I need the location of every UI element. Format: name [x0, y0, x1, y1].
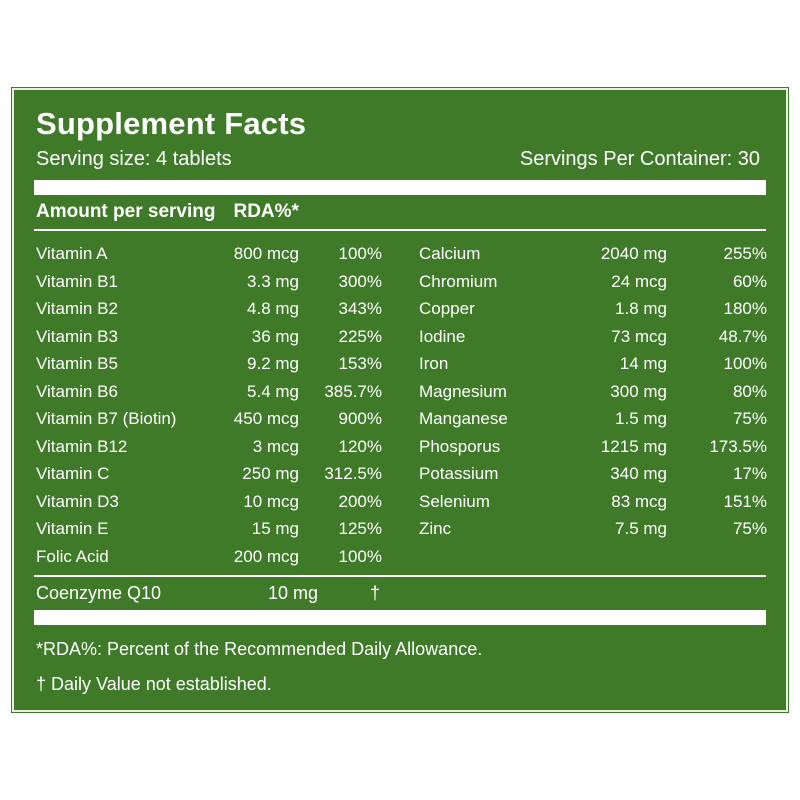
mineral-rda: 48.7% [718, 326, 767, 346]
mineral-amount: 14 mg [619, 354, 667, 373]
supplement-facts-panel: Supplement Facts Serving size: 4 tablets… [12, 88, 788, 712]
vitamin-amount: 3 mcg [252, 436, 299, 456]
mineral-amount: 1.5 mg [615, 409, 667, 428]
mineral-amount: 73 mcg [611, 326, 667, 346]
footnote-rda: *RDA%: Percent of the Recommended Daily … [36, 639, 483, 659]
mineral-rda: 75% [732, 409, 767, 428]
mineral-rda: 255% [723, 244, 767, 263]
vitamin-amount: 3.3 mg [247, 271, 299, 291]
mineral-rda: 75% [732, 519, 767, 538]
divider-thick-top [34, 180, 766, 195]
mineral-rda: 180% [723, 299, 767, 318]
vitamin-name: Vitamin B3 [36, 326, 118, 346]
divider-under-header [34, 229, 766, 231]
mineral-rda: 80% [732, 381, 767, 401]
vitamin-amount: 250 mg [242, 464, 299, 483]
mineral-amount: 2040 mg [600, 244, 667, 263]
vitamin-amount: 200 mcg [233, 546, 299, 566]
mineral-rda: 173.5% [709, 436, 767, 456]
vitamin-rda: 120% [338, 436, 382, 456]
mineral-name: Potassium [419, 464, 499, 483]
vitamin-rda: 153% [338, 354, 382, 373]
vitamin-rda: 225% [338, 326, 382, 346]
divider-thick-bottom [34, 610, 766, 625]
vitamin-amount: 10 mcg [243, 491, 299, 511]
mineral-name: Iodine [419, 326, 466, 346]
vitamin-amount: 450 mcg [233, 409, 299, 428]
mineral-name: Phosporus [419, 436, 501, 456]
serving-size: Serving size: 4 tablets [36, 148, 232, 170]
vitamin-name: Vitamin D3 [36, 491, 119, 511]
mineral-rda: 17% [732, 464, 767, 483]
mineral-rda: 151% [723, 491, 767, 511]
vitamin-name: Vitamin B5 [36, 354, 118, 373]
mineral-amount: 1215 mg [600, 436, 667, 456]
vitamin-rda: 343% [338, 299, 382, 318]
amount-per-serving-label: Amount per serving [36, 201, 216, 222]
footnote-dagger: † Daily Value not established. [36, 674, 272, 694]
mineral-name: Manganese [419, 409, 508, 428]
mineral-name: Copper [419, 299, 475, 318]
vitamin-name: Vitamin B12 [36, 436, 128, 456]
panel-title: Supplement Facts [36, 106, 307, 141]
mineral-rda: 100% [723, 354, 767, 373]
vitamin-amount: 800 mcg [233, 244, 299, 263]
vitamin-amount: 15 mg [251, 519, 299, 538]
vitamin-rda: 312.5% [324, 464, 382, 483]
vitamin-rda: 100% [338, 244, 382, 263]
mineral-amount: 7.5 mg [615, 519, 667, 538]
vitamin-amount: 36 mg [251, 326, 299, 346]
vitamin-name: Vitamin E [36, 519, 109, 538]
mineral-name: Zinc [419, 519, 452, 538]
vitamin-name: Vitamin B2 [36, 299, 118, 318]
servings-per-container: Servings Per Container: 30 [519, 148, 760, 170]
vitamin-name: Vitamin C [36, 464, 110, 483]
vitamin-rda: 300% [338, 271, 382, 291]
vitamin-rda: 900% [338, 409, 382, 428]
mineral-amount: 1.8 mg [615, 299, 667, 318]
mineral-amount: 83 mcg [611, 491, 667, 511]
vitamin-rda: 125% [338, 519, 382, 538]
mineral-name: Selenium [419, 491, 490, 511]
vitamin-name: Folic Acid [36, 546, 109, 566]
vitamin-name: Vitamin B6 [36, 381, 118, 401]
coq10-name: Coenzyme Q10 [36, 583, 162, 603]
mineral-amount: 24 mcg [611, 271, 667, 291]
coq10-mark: † [370, 583, 381, 603]
divider-above-coq10 [34, 575, 766, 577]
vitamin-rda: 200% [338, 491, 382, 511]
mineral-name: Chromium [419, 271, 498, 291]
rda-header-label: RDA%* [233, 201, 299, 222]
mineral-name: Calcium [419, 244, 481, 263]
vitamin-name: Vitamin B1 [36, 271, 118, 291]
vitamin-rda: 100% [338, 546, 382, 566]
mineral-name: Iron [419, 354, 449, 373]
vitamin-amount: 4.8 mg [247, 299, 299, 318]
vitamin-name: Vitamin A [36, 244, 108, 263]
vitamin-amount: 5.4 mg [247, 381, 299, 401]
mineral-amount: 340 mg [610, 464, 667, 483]
mineral-name: Magnesium [419, 381, 507, 401]
vitamin-name: Vitamin B7 (Biotin) [36, 409, 177, 428]
amount-header: Amount per serving RDA%* [36, 201, 299, 223]
mineral-rda: 60% [732, 271, 767, 291]
vitamin-amount: 9.2 mg [247, 354, 299, 373]
vitamin-rda: 385.7% [324, 381, 382, 401]
mineral-amount: 300 mg [610, 381, 667, 401]
coq10-amount: 10 mg [267, 583, 318, 603]
